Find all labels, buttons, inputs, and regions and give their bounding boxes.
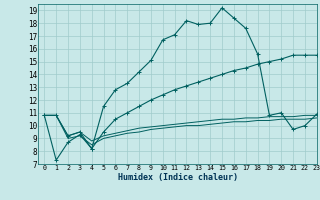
X-axis label: Humidex (Indice chaleur): Humidex (Indice chaleur) (118, 173, 238, 182)
